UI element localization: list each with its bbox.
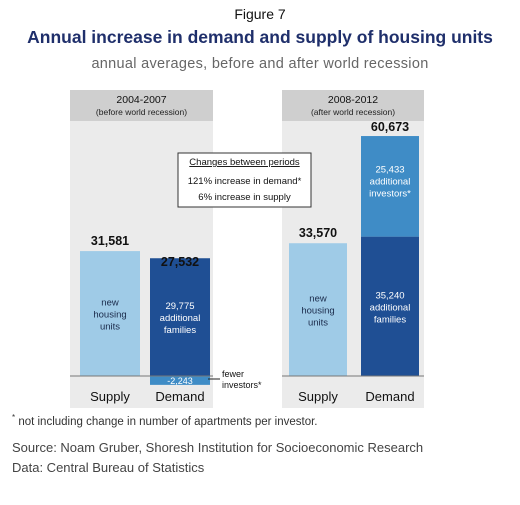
panel-period-note: (before world recession): [96, 107, 187, 117]
value-label-supply: 31,581: [91, 234, 129, 248]
bar-inner-label: housing: [93, 310, 126, 321]
panel-period: 2004-2007: [116, 94, 166, 106]
panel-period: 2008-2012: [328, 94, 378, 106]
bar-supply: [289, 243, 347, 376]
chart-title: Annual increase in demand and supply of …: [27, 27, 493, 47]
bar-inner-label: families: [164, 325, 196, 336]
value-label-demand: 60,673: [371, 120, 409, 134]
value-label-demand: 27,532: [161, 255, 199, 269]
panel-period-note: (after world recession): [311, 107, 395, 117]
changes-box-line: 121% increase in demand*: [188, 176, 302, 187]
category-label: Supply: [90, 389, 130, 404]
footnote: * not including change in number of apar…: [12, 413, 318, 428]
bar-inner-label: units: [308, 318, 328, 329]
source-line: Source: Noam Gruber, Shoresh Institution…: [12, 440, 424, 455]
bar-inner-label: units: [100, 322, 120, 333]
bar-inner-label: -2,243: [167, 376, 193, 386]
category-label: Supply: [298, 389, 338, 404]
callout-text: fewer: [222, 369, 244, 379]
callout-text: investors*: [222, 380, 262, 390]
bar-inner-label: housing: [301, 306, 334, 317]
bar-inner-label: investors*: [369, 188, 411, 199]
changes-box-line: 6% increase in supply: [198, 192, 291, 203]
changes-box: [177, 152, 312, 208]
bar-demand-families: [361, 236, 419, 376]
footnote-mark: *: [12, 413, 16, 422]
data-source-line: Data: Central Bureau of Statistics: [12, 460, 205, 475]
panel-header: [282, 90, 424, 121]
figure-label: Figure 7: [234, 6, 286, 22]
bar-inner-label: 25,433: [375, 164, 404, 175]
bar-inner-label: 35,240: [375, 290, 404, 301]
bar-demand-investors: [150, 376, 210, 385]
bar-demand-families: [150, 258, 210, 376]
footnote-text: not including change in number of apartm…: [15, 415, 318, 428]
bar-inner-label: additional: [370, 302, 411, 313]
bar-inner-label: 29,775: [165, 301, 194, 312]
bar-supply: [80, 251, 140, 376]
panel-header: [70, 90, 213, 121]
category-label: Demand: [365, 389, 414, 404]
category-label: Demand: [155, 389, 204, 404]
bar-inner-label: new: [309, 294, 327, 305]
bar-inner-label: additional: [370, 176, 411, 187]
bar-inner-label: additional: [160, 313, 201, 324]
chart-subtitle: annual averages, before and after world …: [91, 56, 429, 72]
bar-inner-label: new: [101, 298, 119, 309]
bar-inner-label: families: [374, 314, 406, 325]
changes-box-title: Changes between periods: [189, 157, 300, 168]
bar-demand-investors: [361, 136, 419, 237]
value-label-supply: 33,570: [299, 226, 337, 240]
